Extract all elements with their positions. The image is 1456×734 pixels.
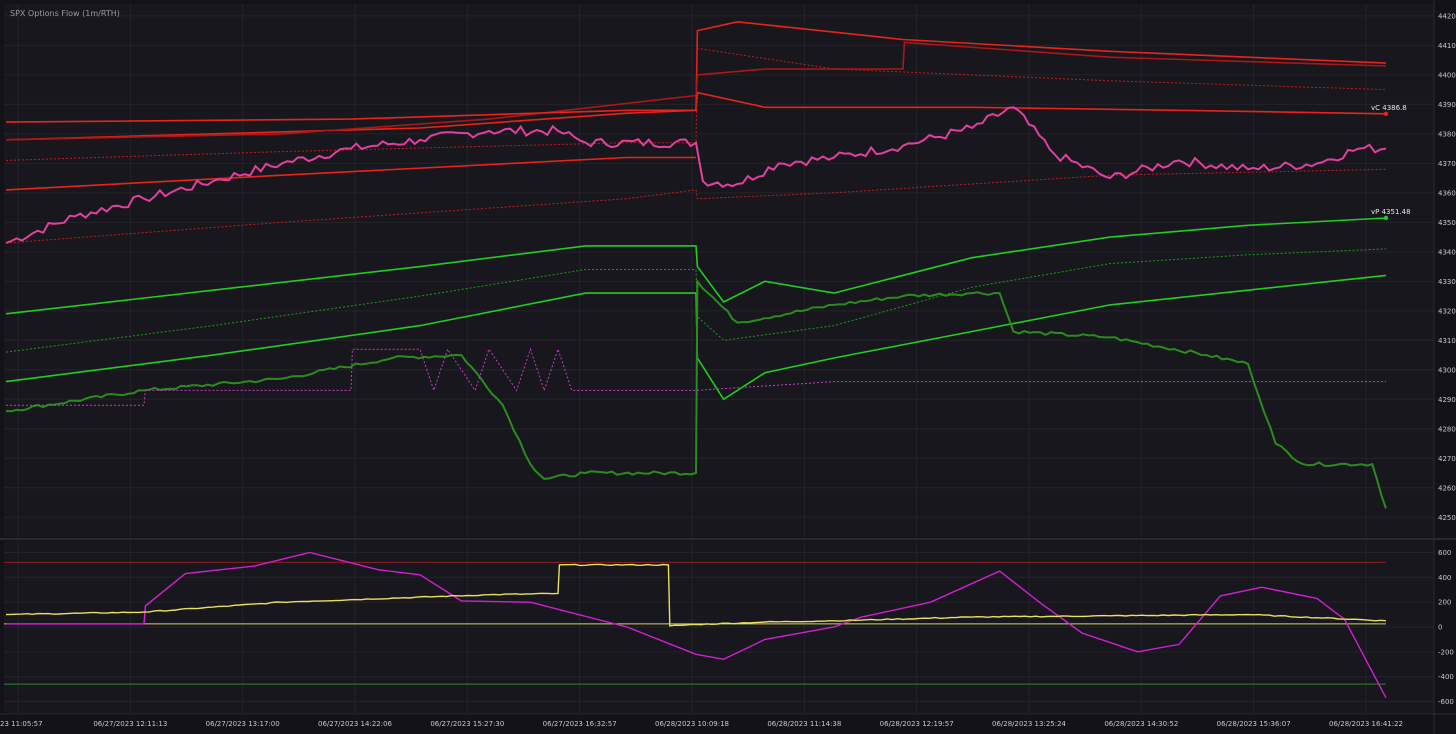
y-tick-label: 4320 xyxy=(1438,307,1456,315)
y-tick-label: 4290 xyxy=(1438,396,1456,404)
y-tick-label: -200 xyxy=(1438,648,1454,656)
level-label: vC 4386.8 xyxy=(1371,104,1407,112)
series-line xyxy=(5,41,1387,141)
y-tick-label: 200 xyxy=(1438,599,1451,607)
y-tick-label: 4400 xyxy=(1438,71,1456,79)
y-tick-label: 400 xyxy=(1438,574,1451,582)
y-tick-label: 4260 xyxy=(1438,484,1456,492)
y-tick-label: 4360 xyxy=(1438,189,1456,197)
y-tick-label: 0 xyxy=(1438,624,1442,632)
y-tick-label: -600 xyxy=(1438,698,1454,706)
oscillator-line xyxy=(6,551,1387,699)
series-line xyxy=(5,274,1387,401)
y-tick-label: 4420 xyxy=(1438,12,1456,20)
y-tick-label: 4330 xyxy=(1438,278,1456,286)
level-label: vP 4351.48 xyxy=(1371,208,1411,216)
x-tick-label: 06/28/2023 12:19:57 xyxy=(880,720,954,728)
series-line xyxy=(5,91,1387,123)
y-tick-label: 4370 xyxy=(1438,160,1456,168)
y-tick-label: 4270 xyxy=(1438,455,1456,463)
price-grid xyxy=(4,4,1434,537)
series-line xyxy=(5,248,1387,353)
y-tick-label: 600 xyxy=(1438,549,1451,557)
series-line xyxy=(5,278,1387,509)
x-tick-label: 06/27/2023 13:17:00 xyxy=(206,720,280,728)
y-tick-label: 4250 xyxy=(1438,514,1456,522)
series-line xyxy=(5,20,1387,141)
price-series xyxy=(5,20,1387,509)
y-tick-label: 4380 xyxy=(1438,130,1456,138)
x-tick-label: 06/28/2023 11:14:38 xyxy=(767,720,841,728)
series-line xyxy=(5,156,696,191)
level-marker xyxy=(1383,215,1389,221)
x-tick-label: 06/27/2023 14:22:06 xyxy=(318,720,393,728)
x-tick-label: 06/28/2023 14:30:52 xyxy=(1104,720,1178,728)
oscillator-line xyxy=(5,563,1387,627)
series-line xyxy=(5,217,1387,315)
x-tick-label: 06/28/2023 13:25:24 xyxy=(992,720,1067,728)
level-labels: vC 4386.8 vP 4351.48 xyxy=(1371,104,1411,221)
x-tick-label: 06/27/2023 16:32:57 xyxy=(543,720,617,728)
y-tick-label: 4340 xyxy=(1438,248,1456,256)
x-tick-label: 23 11:05:57 xyxy=(0,720,43,728)
oscillator-series xyxy=(5,551,1387,699)
price-axis: 4250 4260 4270 4280 4290 4300 4310 4320 4330 4340… xyxy=(1438,12,1456,521)
y-tick-label: 4350 xyxy=(1438,219,1456,227)
level-marker xyxy=(1383,111,1389,117)
x-tick-label: 06/27/2023 12:11:13 xyxy=(93,720,167,728)
oscillator-axis: 600 400 200 0 -200 -400 -600 xyxy=(1438,549,1454,706)
series-line xyxy=(5,106,1387,244)
y-tick-label: 4280 xyxy=(1438,425,1456,433)
y-tick-label: 4410 xyxy=(1438,42,1456,50)
chart-title: SPX Options Flow (1m/RTH) xyxy=(10,9,120,18)
x-tick-label: 06/28/2023 15:36:07 xyxy=(1217,720,1291,728)
series-line xyxy=(5,168,1387,244)
y-tick-label: 4310 xyxy=(1438,337,1456,345)
y-tick-label: -400 xyxy=(1438,673,1454,681)
y-tick-label: 4390 xyxy=(1438,101,1456,109)
series-line xyxy=(6,347,1386,406)
y-tick-label: 4300 xyxy=(1438,366,1456,374)
x-tick-label: 06/27/2023 15:27:30 xyxy=(430,720,504,728)
time-axis: 23 11:05:57 06/27/2023 12:11:13 06/27/2023… xyxy=(0,720,1403,728)
x-tick-label: 06/28/2023 16:41:22 xyxy=(1329,720,1403,728)
x-tick-label: 06/28/2023 10:09:18 xyxy=(655,720,729,728)
